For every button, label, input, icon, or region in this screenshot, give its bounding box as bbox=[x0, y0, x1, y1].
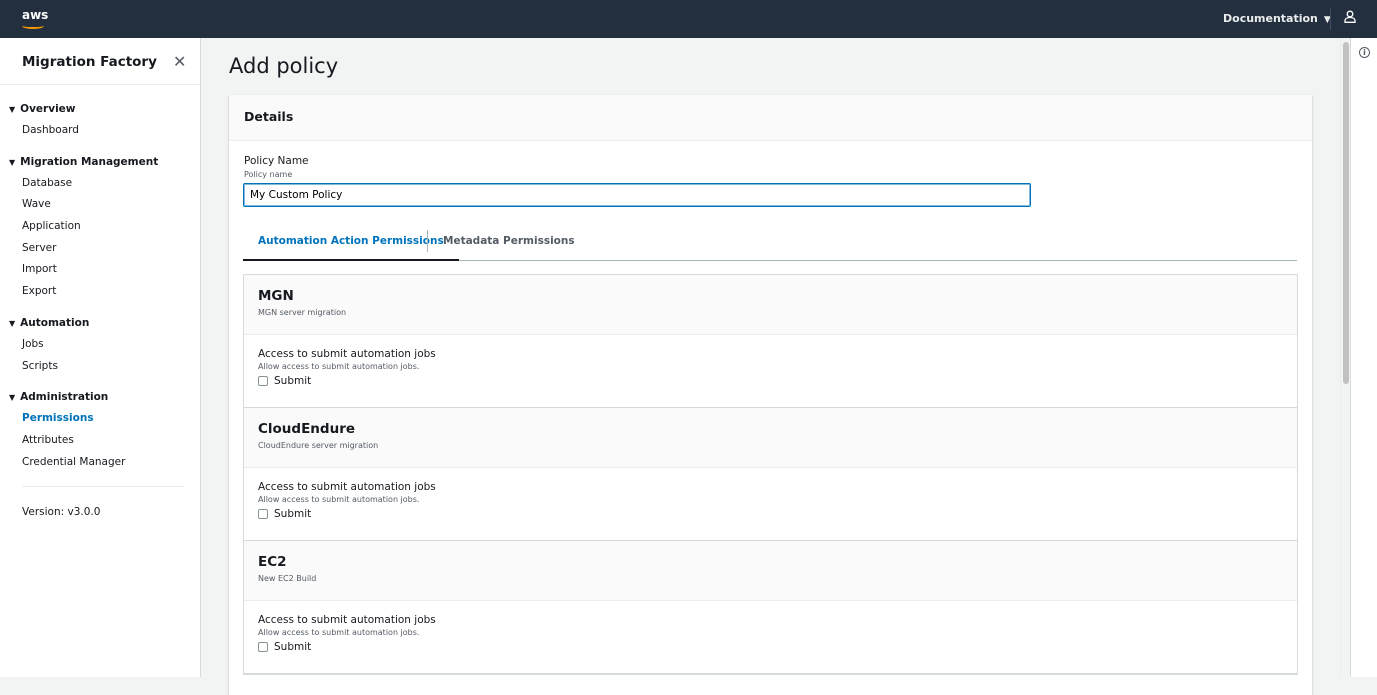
sidebar-item-jobs[interactable]: Jobs bbox=[22, 337, 44, 350]
page-title: Add policy bbox=[229, 54, 339, 78]
version-label: Version: v3.0.0 bbox=[22, 506, 101, 518]
info-icon[interactable]: i bbox=[1359, 47, 1370, 58]
sidebar-item-permissions[interactable]: Permissions bbox=[22, 412, 94, 425]
checkbox-label: Submit bbox=[274, 375, 312, 387]
spacer bbox=[0, 377, 200, 386]
checkbox-box[interactable] bbox=[258, 509, 268, 519]
section-title: EC2 bbox=[258, 554, 287, 570]
nav-group-label: Administration bbox=[20, 391, 109, 404]
nav-group[interactable]: ▼ Administration bbox=[0, 386, 200, 408]
nav-group-label: Overview bbox=[20, 103, 76, 115]
submit-checkbox[interactable]: Submit bbox=[258, 508, 1283, 520]
permission-label: Access to submit automation jobs bbox=[258, 614, 436, 626]
sidebar-item-dashboard[interactable]: Dashboard bbox=[22, 124, 79, 136]
nav-group-label: Migration Management bbox=[20, 155, 159, 168]
policy-name-description: Policy name bbox=[244, 170, 293, 179]
sidebar-item-import[interactable]: Import bbox=[22, 263, 57, 276]
section-header: EC2 New EC2 Build bbox=[244, 541, 1297, 601]
sidebar-title[interactable]: Migration Factory bbox=[22, 54, 157, 70]
sidebar-item-scripts[interactable]: Scripts bbox=[22, 359, 58, 372]
sidebar-item-credential-manager[interactable]: Credential Manager bbox=[22, 455, 126, 468]
submit-checkbox[interactable]: Submit bbox=[258, 641, 1283, 653]
user-icon[interactable] bbox=[1344, 10, 1356, 27]
section-title: CloudEndure bbox=[258, 421, 356, 437]
sidebar-item-application[interactable]: Application bbox=[22, 220, 81, 233]
nav-group[interactable]: ▼ Overview bbox=[0, 98, 200, 120]
aws-logo[interactable]: aws bbox=[22, 8, 49, 29]
card-title: Details bbox=[229, 95, 1312, 141]
sidebar-item-wave[interactable]: Wave bbox=[22, 198, 51, 211]
documentation-menu[interactable]: Documentation ▼ bbox=[1223, 12, 1331, 25]
permission-label: Access to submit automation jobs bbox=[258, 348, 436, 360]
submit-checkbox[interactable]: Submit bbox=[258, 375, 1283, 387]
tabs: Automation Action Permissions Metadata P… bbox=[243, 227, 1297, 261]
policy-name-label: Policy Name bbox=[244, 155, 309, 167]
sidebar-item-export[interactable]: Export bbox=[22, 285, 57, 298]
tab-metadata-permissions[interactable]: Metadata Permissions bbox=[443, 235, 575, 247]
scrollbar-thumb[interactable] bbox=[1343, 42, 1349, 384]
section-description: CloudEndure server migration bbox=[258, 441, 379, 450]
caret-down-icon: ▼ bbox=[9, 393, 16, 403]
tab-divider bbox=[427, 230, 428, 252]
caret-down-icon: ▼ bbox=[1323, 15, 1331, 25]
section-header: MGN MGN server migration bbox=[244, 275, 1297, 335]
permission-row: Access to submit automation jobs Allow ac… bbox=[244, 335, 1297, 408]
permission-description: Allow access to submit automation jobs. bbox=[258, 495, 420, 504]
section-description: MGN server migration bbox=[258, 308, 347, 317]
checkbox-box[interactable] bbox=[258, 642, 268, 652]
nav-group[interactable]: ▼ Automation bbox=[0, 312, 200, 334]
checkbox-label: Submit bbox=[274, 641, 312, 653]
permission-sections: MGN MGN server migration Access to submit… bbox=[243, 274, 1298, 675]
close-icon[interactable]: ✕ bbox=[173, 52, 187, 71]
sidebar-item-attributes[interactable]: Attributes bbox=[22, 433, 74, 446]
policy-name-input[interactable] bbox=[243, 183, 1031, 207]
permission-label: Access to submit automation jobs bbox=[258, 481, 436, 493]
sidebar-item-database[interactable]: Database bbox=[22, 176, 73, 189]
caret-down-icon: ▼ bbox=[9, 105, 16, 114]
checkbox-box[interactable] bbox=[258, 376, 268, 386]
permission-description: Allow access to submit automation jobs. bbox=[258, 362, 420, 371]
divider bbox=[22, 486, 185, 487]
permission-row: Access to submit automation jobs Allow ac… bbox=[244, 601, 1297, 674]
sidebar-item-server[interactable]: Server bbox=[22, 241, 57, 254]
top-navigation: aws Documentation ▼ bbox=[0, 0, 1377, 38]
caret-down-icon: ▼ bbox=[9, 318, 16, 328]
spacer bbox=[0, 142, 200, 151]
section-description: New EC2 Build bbox=[258, 574, 317, 583]
permission-row: Access to submit automation jobs Allow ac… bbox=[244, 468, 1297, 541]
scrollbar[interactable] bbox=[1340, 38, 1350, 677]
divider bbox=[1330, 8, 1331, 30]
documentation-label: Documentation bbox=[1223, 12, 1318, 25]
details-card: Details Policy Name Policy name Automati… bbox=[229, 95, 1312, 695]
checkbox-label: Submit bbox=[274, 508, 312, 520]
sidebar: Migration Factory ✕ ▼ Overview Dashboard ▼ M… bbox=[0, 38, 201, 677]
spacer bbox=[0, 303, 200, 312]
sidebar-nav: ▼ Overview Dashboard ▼ Migration Management D… bbox=[0, 98, 200, 473]
nav-group[interactable]: ▼ Migration Management bbox=[0, 151, 200, 173]
caret-down-icon: ▼ bbox=[9, 157, 16, 167]
tools-panel: i bbox=[1350, 38, 1377, 677]
permission-description: Allow access to submit automation jobs. bbox=[258, 628, 420, 637]
section-title: MGN bbox=[258, 288, 294, 304]
section-header: CloudEndure CloudEndure server migration bbox=[244, 408, 1297, 468]
tab-automation-action-permissions[interactable]: Automation Action Permissions bbox=[243, 227, 459, 261]
divider bbox=[0, 84, 200, 85]
nav-group-label: Automation bbox=[20, 316, 90, 329]
